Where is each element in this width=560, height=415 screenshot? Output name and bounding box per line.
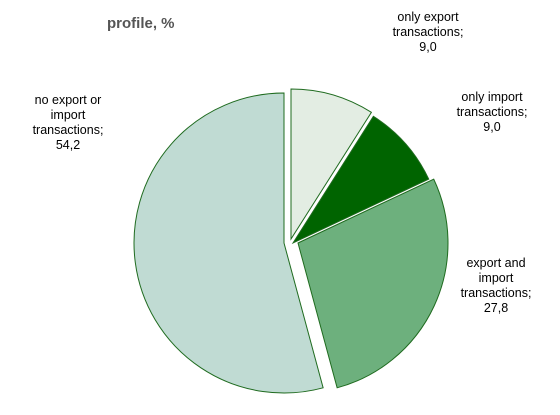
slice-label-2: only import transactions; 9,0 <box>457 90 528 134</box>
chart-title: profile, % <box>107 15 175 32</box>
pie-slice-1 <box>290 88 373 241</box>
pie-slice-2 <box>291 115 430 245</box>
pie-slice-3 <box>297 178 449 389</box>
pie-slice-4 <box>133 92 324 394</box>
slice-label-4: no export or import transactions; 54,2 <box>33 93 104 152</box>
slice-label-1: only export transactions; 9,0 <box>393 10 464 54</box>
pie-labels: only export transactions; 9,0 only import tr… <box>33 10 532 315</box>
pie-slices <box>133 88 449 394</box>
slice-label-3: export and import transactions; 27,8 <box>461 256 532 315</box>
